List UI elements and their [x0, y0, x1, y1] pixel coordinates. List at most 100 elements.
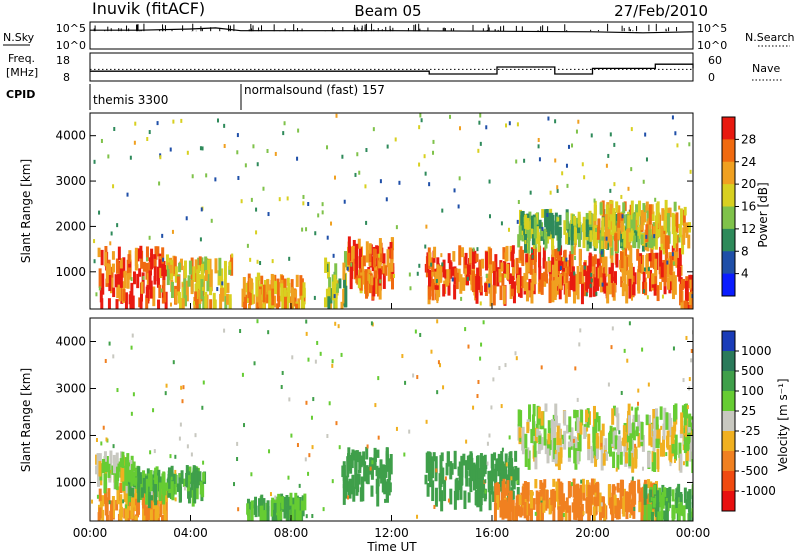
power-cell	[689, 169, 692, 174]
power-cell	[149, 280, 153, 299]
power-cell	[652, 222, 656, 236]
velocity-cell	[174, 497, 177, 502]
velocity-cell	[434, 456, 438, 474]
velocity-cell	[363, 461, 367, 482]
velocity-cell	[466, 455, 470, 469]
velocity-cell	[311, 445, 314, 450]
velocity-cell	[587, 441, 591, 461]
velocity-cell	[113, 457, 117, 474]
power-cell	[395, 225, 398, 230]
power-cell	[575, 217, 579, 228]
velocity-cell	[298, 510, 302, 521]
velocity-cell	[335, 421, 338, 426]
power-cell	[156, 246, 160, 257]
velocity-cell	[122, 499, 125, 504]
velocity-cell	[494, 483, 498, 505]
power-cell	[654, 234, 658, 250]
velocity-cell	[494, 463, 498, 484]
power-cell	[600, 277, 604, 290]
power-cell	[471, 248, 475, 269]
velocity-cell	[632, 506, 636, 519]
power-cell	[242, 277, 246, 297]
power-cell	[231, 253, 234, 258]
power-cell	[93, 239, 96, 244]
velocity-cell	[129, 459, 133, 473]
velocity-cell	[112, 354, 115, 359]
power-cell	[248, 292, 252, 306]
velocity-cell	[440, 490, 444, 512]
power-cell	[249, 257, 252, 262]
power-cell	[418, 162, 421, 167]
power-cell	[114, 274, 118, 288]
velocity-cell	[359, 487, 363, 502]
power-cell	[338, 278, 342, 289]
power-cell	[625, 284, 629, 304]
velocity-cell	[492, 377, 495, 382]
velocity-cell	[553, 437, 557, 460]
velocity-cell	[684, 433, 687, 438]
power-cell	[117, 274, 121, 285]
power-cell	[502, 247, 506, 260]
velocity-cell	[253, 504, 257, 515]
colorbar-tick-label: 16	[741, 200, 756, 214]
sky-left-label: N.Sky	[3, 31, 35, 44]
velocity-cell	[103, 473, 107, 494]
power-cell	[378, 253, 381, 258]
colorbar-tick-label: -25	[741, 424, 761, 438]
power-cell	[449, 114, 452, 119]
velocity-cell	[370, 466, 374, 480]
velocity-cell	[163, 485, 166, 490]
power-cell	[605, 236, 608, 241]
power-cell	[384, 265, 388, 276]
velocity-cell	[108, 500, 111, 505]
power-cell	[313, 295, 316, 300]
velocity-cell	[599, 430, 603, 450]
power-cell	[660, 225, 664, 244]
velocity-cell	[614, 486, 617, 491]
velocity-cell	[679, 429, 683, 439]
power-cell	[527, 233, 531, 254]
velocity-cell	[615, 467, 618, 472]
velocity-cell	[170, 481, 174, 500]
power-cell	[447, 253, 451, 264]
power-cell	[577, 119, 580, 124]
velocity-cell	[162, 472, 166, 488]
power-cell	[441, 208, 444, 213]
power-cell	[271, 288, 275, 306]
velocity-cell	[319, 351, 322, 356]
velocity-cell	[250, 472, 253, 477]
velocity-cell	[663, 510, 667, 521]
velocity-cell	[383, 479, 387, 495]
velocity-cell	[570, 427, 574, 447]
power-cell	[591, 265, 595, 275]
velocity-cell	[91, 499, 94, 504]
power-cell	[523, 158, 526, 163]
power-cell	[517, 234, 521, 248]
power-cell	[479, 301, 482, 306]
power-cell	[299, 295, 302, 300]
velocity-cell	[679, 453, 683, 473]
power-cell	[420, 118, 423, 123]
power-cell	[614, 233, 618, 251]
velocity-cell	[656, 448, 660, 470]
sky-panel-frame	[89, 21, 694, 50]
power-cell	[223, 123, 226, 128]
colorbar-segment	[722, 411, 735, 432]
velocity-cell	[543, 479, 547, 488]
power-cell	[476, 247, 479, 252]
velocity-cell	[442, 385, 445, 390]
power-cell	[436, 264, 440, 286]
power-cell	[633, 272, 637, 285]
velocity-cell	[568, 435, 571, 440]
power-cell	[565, 272, 569, 290]
power-cell	[590, 278, 593, 283]
velocity-cell	[134, 468, 138, 477]
velocity-cell	[125, 504, 128, 509]
velocity-cell	[271, 497, 275, 512]
power-cell	[390, 248, 394, 266]
power-cell	[565, 257, 568, 262]
velocity-cell	[656, 490, 660, 504]
power-cell	[525, 282, 529, 302]
velocity-cell	[486, 441, 489, 446]
